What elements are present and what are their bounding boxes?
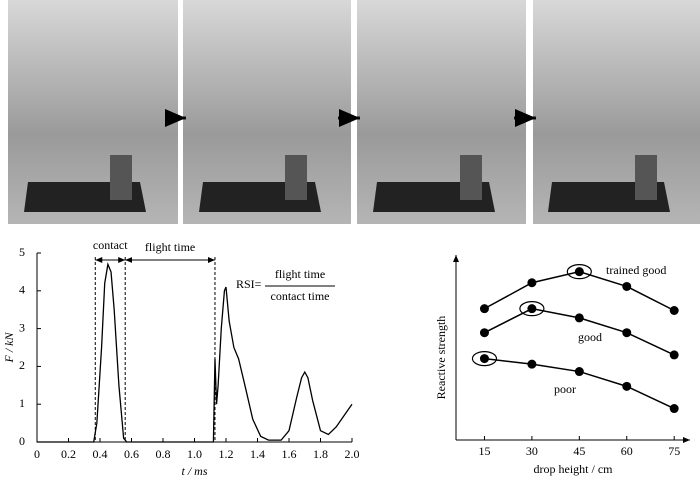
y-tick-label: 5 xyxy=(19,245,25,259)
x-tick-label: 75 xyxy=(668,444,680,458)
x-tick-label: 45 xyxy=(573,444,585,458)
photo-strip xyxy=(8,0,700,224)
force-chart: 0 0.2 0.4 0.6 0.8 1.0 1.2 1.4 1.6 1.8 2.0 0 1 2 3 4 5 t /… xyxy=(2,238,360,478)
annotation: flight time xyxy=(275,267,325,281)
point xyxy=(527,304,537,314)
x-tick-label: 1.8 xyxy=(313,447,328,461)
series-line xyxy=(484,270,675,312)
x-tick-label: 30 xyxy=(526,444,538,458)
point xyxy=(622,281,632,291)
point xyxy=(527,359,537,369)
optimum-ring xyxy=(566,264,592,280)
x-tick-label: 1.4 xyxy=(250,447,265,461)
point xyxy=(479,328,489,338)
point xyxy=(622,328,632,338)
annotation: contact time xyxy=(271,289,330,303)
strength-chart: 15 30 45 60 75 drop height / cm Reactive stren… xyxy=(434,255,690,476)
x-tick-label: 0.6 xyxy=(124,447,139,461)
point xyxy=(669,404,679,414)
optimum-ring xyxy=(471,351,498,367)
x-tick-label: 1.0 xyxy=(187,447,202,461)
y-tick-label: 0 xyxy=(19,434,25,448)
x-tick-label: 0 xyxy=(34,447,40,461)
point xyxy=(669,306,679,315)
y-tick-label: 4 xyxy=(19,283,25,297)
annotation: flight time xyxy=(145,240,195,254)
series-label: trained good xyxy=(606,263,666,277)
boxes xyxy=(110,155,657,200)
x-tick-label: 0.2 xyxy=(61,447,76,461)
x-axis-label: t / ms xyxy=(181,464,207,478)
series-label: good xyxy=(578,330,602,344)
point xyxy=(574,267,584,277)
axes xyxy=(36,253,352,443)
optimum-ring xyxy=(519,301,545,317)
point xyxy=(479,354,489,364)
point xyxy=(669,350,679,360)
point xyxy=(479,304,489,314)
y-tick-label: 3 xyxy=(19,320,25,334)
x-tick-label: 2.0 xyxy=(345,447,360,461)
y-axis-label: F / kN xyxy=(2,332,16,364)
x-tick-label: 60 xyxy=(621,444,633,458)
point xyxy=(574,367,584,377)
series-label: poor xyxy=(554,382,576,396)
point xyxy=(622,381,632,391)
annotation: RSI= xyxy=(236,277,262,291)
x-tick-label: 0.4 xyxy=(93,447,108,461)
force-line xyxy=(37,262,353,443)
x-tick-label: 1.6 xyxy=(282,447,297,461)
x-tick-label: 0.8 xyxy=(156,447,171,461)
x-axis-label: drop height / cm xyxy=(534,462,614,476)
y-axis-label: Reactive strength xyxy=(434,316,448,400)
x-tick-label: 15 xyxy=(478,444,490,458)
y-tick-label: 1 xyxy=(19,396,25,410)
x-tick-label: 1.2 xyxy=(219,447,234,461)
point xyxy=(527,278,537,288)
series-line xyxy=(484,357,675,410)
y-tick-label: 2 xyxy=(19,358,25,372)
point xyxy=(574,313,584,323)
annotation: contact xyxy=(93,238,128,252)
